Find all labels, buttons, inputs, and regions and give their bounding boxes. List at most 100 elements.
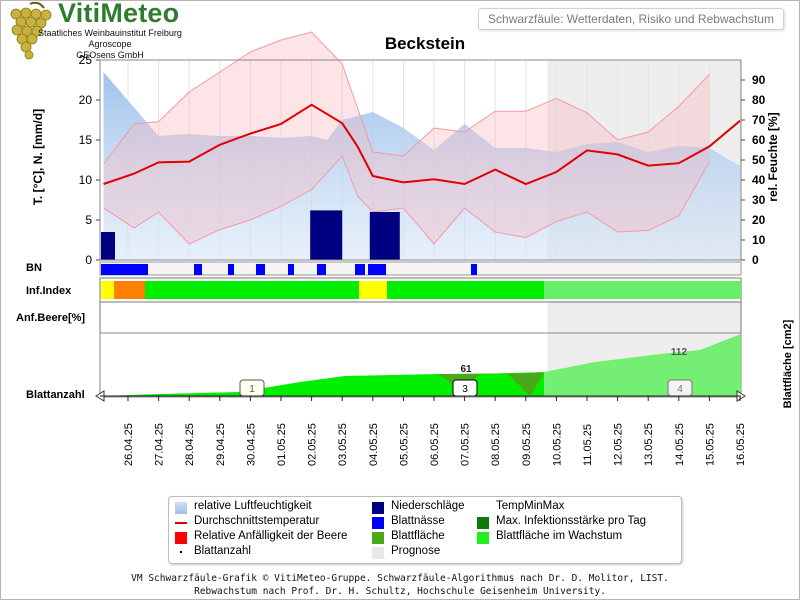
x-tick-label: 02.05.25 [307, 423, 319, 466]
legend-label-leafarea: Blattfläche [391, 530, 445, 542]
axes-group [96, 59, 745, 401]
legend-label-leafgrowth: Blattfläche im Wachstum [496, 530, 623, 542]
y-left-tick-label: 0 [85, 253, 92, 267]
y-right-tick-label: 20 [752, 213, 766, 227]
leafwet-block [355, 264, 359, 275]
leaf-area-mature [438, 373, 544, 396]
x-tick-label: 08.05.25 [490, 423, 502, 466]
temp-minmax-band [103, 32, 710, 244]
x-tick-label: 30.04.25 [245, 423, 257, 466]
x-tick-label: 16.05.25 [735, 423, 747, 466]
humidity-area [103, 72, 740, 260]
leafwet-block [368, 264, 386, 275]
brand-sub-1: Staatliches Weinbauinstitut Freiburg [38, 28, 182, 38]
tick-labels-group: 0 5 10 15 20 25 0 10 20 30 40 50 60 70 80 90 26.04.25 27.… [79, 53, 766, 466]
row-label-bn: BN [26, 262, 42, 274]
legend-swatch-humidity [175, 502, 187, 514]
infindex-block [145, 281, 359, 299]
temp-max-line [103, 31, 710, 165]
x-tick-label: 27.04.25 [154, 423, 166, 466]
y-left-tick-label: 25 [79, 53, 93, 67]
leaf-peak-label: 112 [671, 347, 688, 358]
legend-swatch-tempavg [175, 522, 187, 524]
y-right-tick-label: 40 [752, 173, 766, 187]
x-tick-label: 05.05.25 [398, 423, 410, 466]
temp-avg-line [103, 103, 741, 186]
legend-label-leafwet: Blattnässe [391, 515, 445, 527]
row-label-infindex: Inf.Index [26, 285, 72, 297]
x-tick-label: 15.05.25 [704, 423, 716, 466]
x-tick-label: 29.04.25 [215, 423, 227, 466]
x-tick-label: 28.04.25 [184, 423, 196, 466]
precip-bar [101, 232, 115, 260]
legend-label-humidity: relative Luftfeuchtigkeit [194, 500, 312, 512]
temp-min-line [103, 155, 710, 245]
y-left-tick-label: 20 [79, 93, 93, 107]
y-right-tick-label: 60 [752, 133, 766, 147]
y-right-tick-label: 90 [752, 73, 766, 87]
infindex-block [114, 281, 145, 299]
legend-swatch-leafcount [180, 551, 182, 553]
legend-swatch-forecast [372, 547, 384, 559]
x-tick-label: 14.05.25 [674, 423, 686, 466]
brand-title: VitiMeteo [58, 0, 180, 28]
precip-bar [310, 210, 343, 260]
legend-label-maxinf: Max. Infektionsstärke pro Tag [496, 515, 646, 527]
legend-label-tempminmax: TempMinMax [496, 500, 565, 512]
temp-avg-line-group [103, 103, 741, 186]
leafwet-block [359, 264, 365, 275]
leafwet-block [228, 264, 234, 275]
y-right-tick-label: 0 [752, 253, 759, 267]
leaf-count-marker-label: 3 [462, 384, 468, 395]
temp-minmax-band-group [103, 31, 710, 245]
infindex-block [359, 281, 387, 299]
y-axis-leafarea-label: Blattfläche [cm2] [782, 319, 794, 409]
precip-bars-group [101, 210, 400, 260]
y-left-tick-label: 5 [85, 213, 92, 227]
leaf-area-forecast [544, 334, 741, 396]
footer-line-2: Rebwachstum nach Prof. Dr. H. Schultz, H… [194, 586, 606, 597]
y-right-tick-label: 70 [752, 113, 766, 127]
x-tick-label: 11.05.25 [582, 424, 594, 466]
y-right-tick-label: 50 [752, 153, 766, 167]
legend: relative Luftfeuchtigkeit Niederschläge … [168, 496, 682, 564]
forecast-shade-beere [547, 300, 741, 334]
leaf-peak-label: 61 [460, 364, 472, 375]
legend-label-tempavg: Durchschnittstemperatur [194, 515, 320, 527]
brand-sub-2: Agroscope [88, 39, 132, 49]
legend-swatch-maxinf [477, 517, 489, 529]
legend-label-precip: Niederschläge [391, 500, 465, 512]
x-tick-label: 07.05.25 [460, 423, 472, 466]
leafwet-block [256, 264, 265, 275]
legend-swatch-precip [372, 502, 384, 514]
x-tick-label: 01.05.25 [276, 423, 288, 466]
brand-sub-3: GEOsens GmbH [76, 50, 144, 60]
leaf-area-group: 61 112 1 3 4 [95, 332, 746, 402]
x-tick-label: 04.05.25 [368, 423, 380, 466]
legend-label-beere: Relative Anfälligkeit der Beere [194, 530, 348, 542]
y-right-tick-label: 10 [752, 233, 766, 247]
x-tick-label: 12.05.25 [613, 423, 625, 466]
x-tick-label: 13.05.25 [643, 423, 655, 466]
y-right-tick-label: 30 [752, 193, 766, 207]
y-left-tick-label: 10 [79, 173, 93, 187]
legend-label-leafcount: Blattanzahl [194, 545, 251, 557]
footer-line-1: VM Schwarzfäule-Grafik © VitiMeteo-Grupp… [131, 573, 669, 584]
humidity-area-group [103, 72, 740, 260]
x-tick-label: 09.05.25 [521, 423, 533, 466]
legend-swatch-leafwet [372, 517, 384, 529]
leafwet-block [471, 264, 477, 275]
page-title: Schwarzfäule: Wetterdaten, Risiko und Re… [478, 8, 784, 30]
leafwet-block [288, 264, 294, 275]
y-right-tick-label: 80 [752, 93, 766, 107]
infindex-block [544, 281, 741, 299]
x-tick-label: 26.04.25 [123, 423, 135, 466]
legend-swatch-beere [175, 532, 187, 544]
legend-swatch-leafarea [372, 532, 384, 544]
leafwet-block [317, 264, 326, 275]
legend-swatch-leafgrowth [477, 532, 489, 544]
infindex-block [101, 281, 114, 299]
legend-label-forecast: Prognose [391, 545, 441, 557]
y-axis-left-label: T. [°C], N. [mm/d] [31, 108, 45, 206]
